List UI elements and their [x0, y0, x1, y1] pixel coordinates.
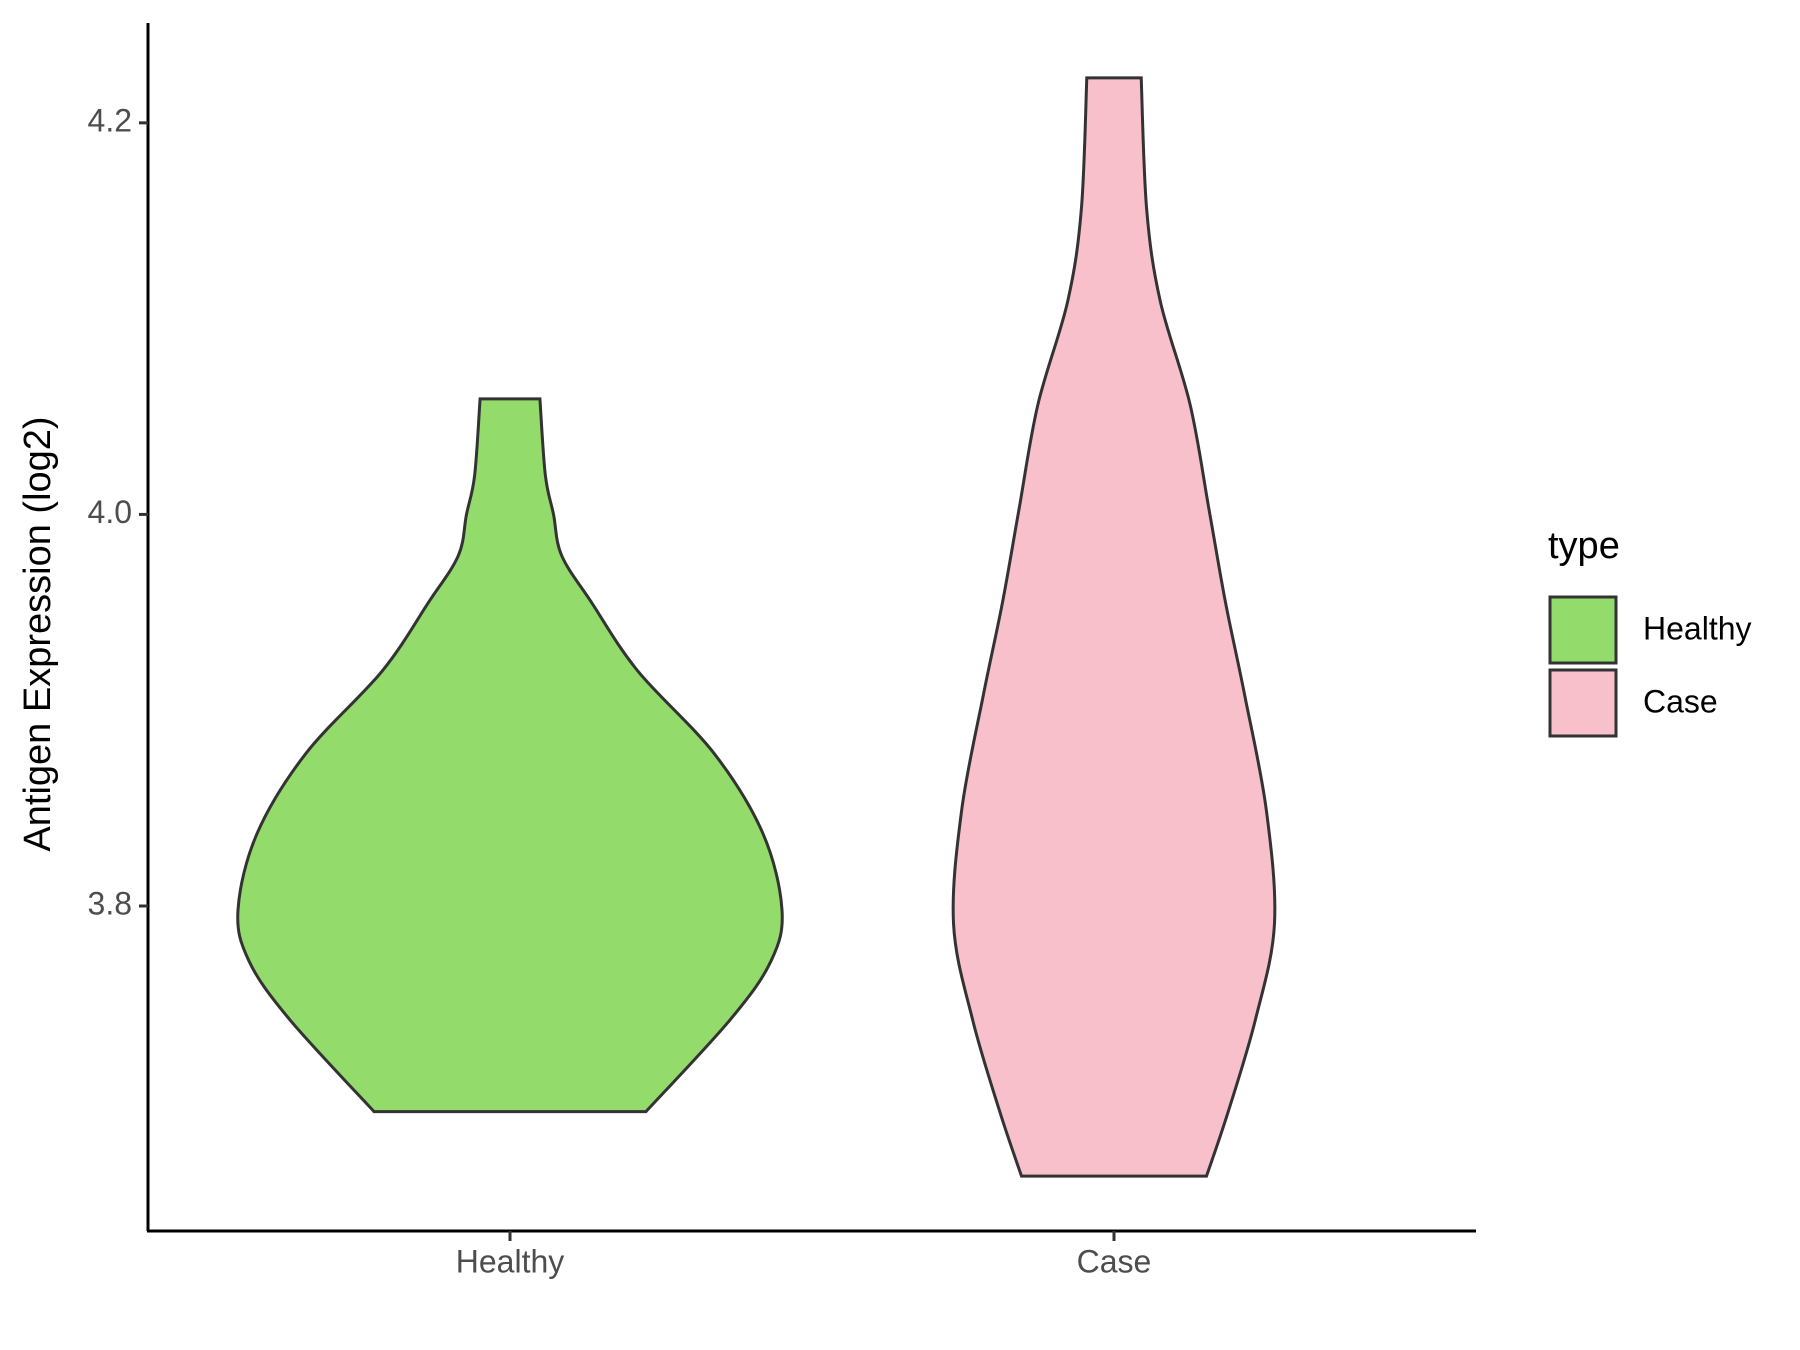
- y-tick-label: 4.0: [88, 494, 132, 530]
- y-tick-label: 3.8: [88, 885, 132, 921]
- legend-title: type: [1548, 525, 1620, 567]
- violin: [236, 397, 784, 1114]
- x-tick-label: Healthy: [456, 1243, 565, 1279]
- legend-label: Case: [1643, 683, 1718, 719]
- y-tick-label: 4.2: [88, 102, 132, 138]
- y-axis-title: Antigen Expression (log2): [17, 416, 59, 851]
- violin: [951, 76, 1277, 1178]
- legend-label: Healthy: [1643, 610, 1752, 646]
- x-tick-label: Case: [1077, 1243, 1152, 1279]
- legend-key: [1548, 595, 1618, 665]
- legend-key: [1548, 668, 1618, 738]
